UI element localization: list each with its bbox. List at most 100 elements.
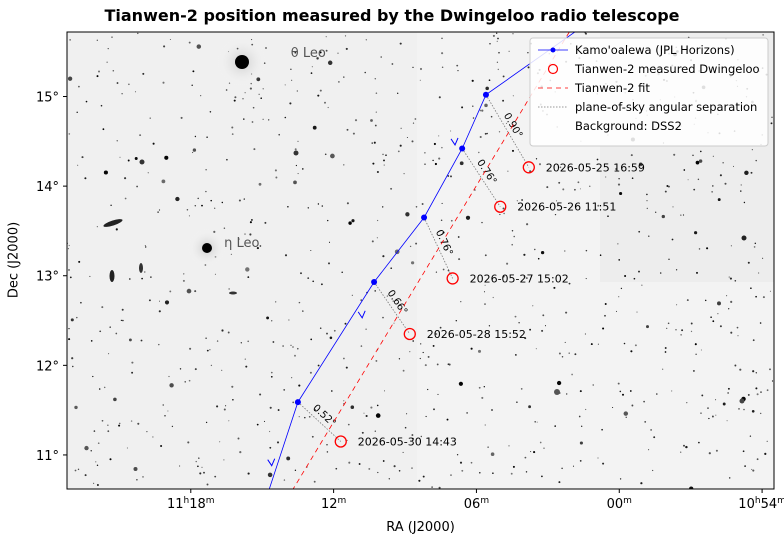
star xyxy=(755,387,758,390)
star xyxy=(120,319,123,322)
star xyxy=(752,339,755,342)
dss2-background xyxy=(67,32,774,489)
star xyxy=(602,327,605,330)
star xyxy=(71,357,74,360)
star xyxy=(527,51,529,54)
star xyxy=(727,387,730,390)
star xyxy=(192,70,195,73)
star xyxy=(269,406,272,409)
star xyxy=(435,271,438,273)
star xyxy=(461,469,464,472)
star xyxy=(361,431,364,434)
star xyxy=(686,402,688,404)
star xyxy=(596,158,599,161)
star xyxy=(326,451,329,453)
star xyxy=(325,36,327,38)
star xyxy=(667,185,670,188)
star xyxy=(252,106,255,109)
star xyxy=(189,347,192,350)
y-axis-label: Dec (J2000) xyxy=(6,221,22,299)
star xyxy=(258,93,260,95)
star xyxy=(638,162,643,167)
star xyxy=(421,203,424,205)
star xyxy=(376,170,379,174)
star xyxy=(740,184,742,186)
star xyxy=(216,340,219,342)
star xyxy=(693,188,696,191)
y-tick-label: 11° xyxy=(36,449,59,464)
star xyxy=(164,155,169,160)
star xyxy=(147,172,149,174)
star xyxy=(431,486,433,488)
star xyxy=(470,461,473,464)
star xyxy=(297,140,299,142)
star xyxy=(466,412,468,414)
star xyxy=(373,141,376,144)
star xyxy=(209,349,211,351)
star xyxy=(183,273,185,275)
star xyxy=(214,273,216,275)
star xyxy=(344,35,347,37)
star xyxy=(712,155,714,157)
star xyxy=(479,472,481,474)
star xyxy=(411,434,414,436)
star xyxy=(209,111,212,113)
star xyxy=(375,111,377,113)
star xyxy=(621,393,625,396)
kamooalewa-point xyxy=(421,214,428,221)
star xyxy=(481,396,484,399)
star xyxy=(525,471,528,473)
star xyxy=(256,247,259,250)
star xyxy=(376,219,379,222)
star xyxy=(295,164,298,167)
star xyxy=(351,219,355,223)
star xyxy=(700,412,702,414)
star xyxy=(644,421,647,423)
star xyxy=(762,296,765,299)
star xyxy=(671,238,674,241)
star xyxy=(615,310,618,312)
star xyxy=(747,261,750,264)
star xyxy=(623,411,629,416)
star xyxy=(112,69,115,72)
star xyxy=(158,209,161,211)
star xyxy=(97,70,101,73)
star xyxy=(450,175,452,178)
star xyxy=(498,51,500,54)
star xyxy=(477,349,482,353)
star xyxy=(636,311,638,313)
star xyxy=(262,118,264,120)
star xyxy=(664,351,667,353)
star xyxy=(579,441,583,445)
star xyxy=(625,416,627,418)
star xyxy=(228,420,230,422)
star xyxy=(327,106,329,109)
timestamp-label: 2026-05-26 11:51 xyxy=(517,201,616,214)
timestamp-label: 2026-05-27 15:02 xyxy=(470,272,569,285)
star xyxy=(484,132,487,135)
star xyxy=(119,156,121,158)
x-tick-label: 12m xyxy=(321,496,346,512)
star xyxy=(438,96,441,99)
star xyxy=(206,483,209,486)
star xyxy=(107,48,109,50)
star xyxy=(99,330,102,333)
star xyxy=(400,127,402,129)
star xyxy=(514,354,517,356)
star xyxy=(376,237,378,239)
star xyxy=(707,407,709,409)
star xyxy=(680,214,682,216)
tianwen-measured-point xyxy=(446,272,459,285)
star xyxy=(729,277,732,280)
star xyxy=(715,449,718,452)
kamooalewa-point xyxy=(371,279,378,286)
star xyxy=(403,172,405,175)
star xyxy=(106,61,108,63)
star xyxy=(434,162,437,166)
star xyxy=(253,148,256,151)
star xyxy=(757,272,760,274)
star xyxy=(526,223,529,226)
legend-entry: Tianwen-2 fit xyxy=(574,81,650,95)
star xyxy=(148,299,151,302)
star xyxy=(256,423,259,426)
